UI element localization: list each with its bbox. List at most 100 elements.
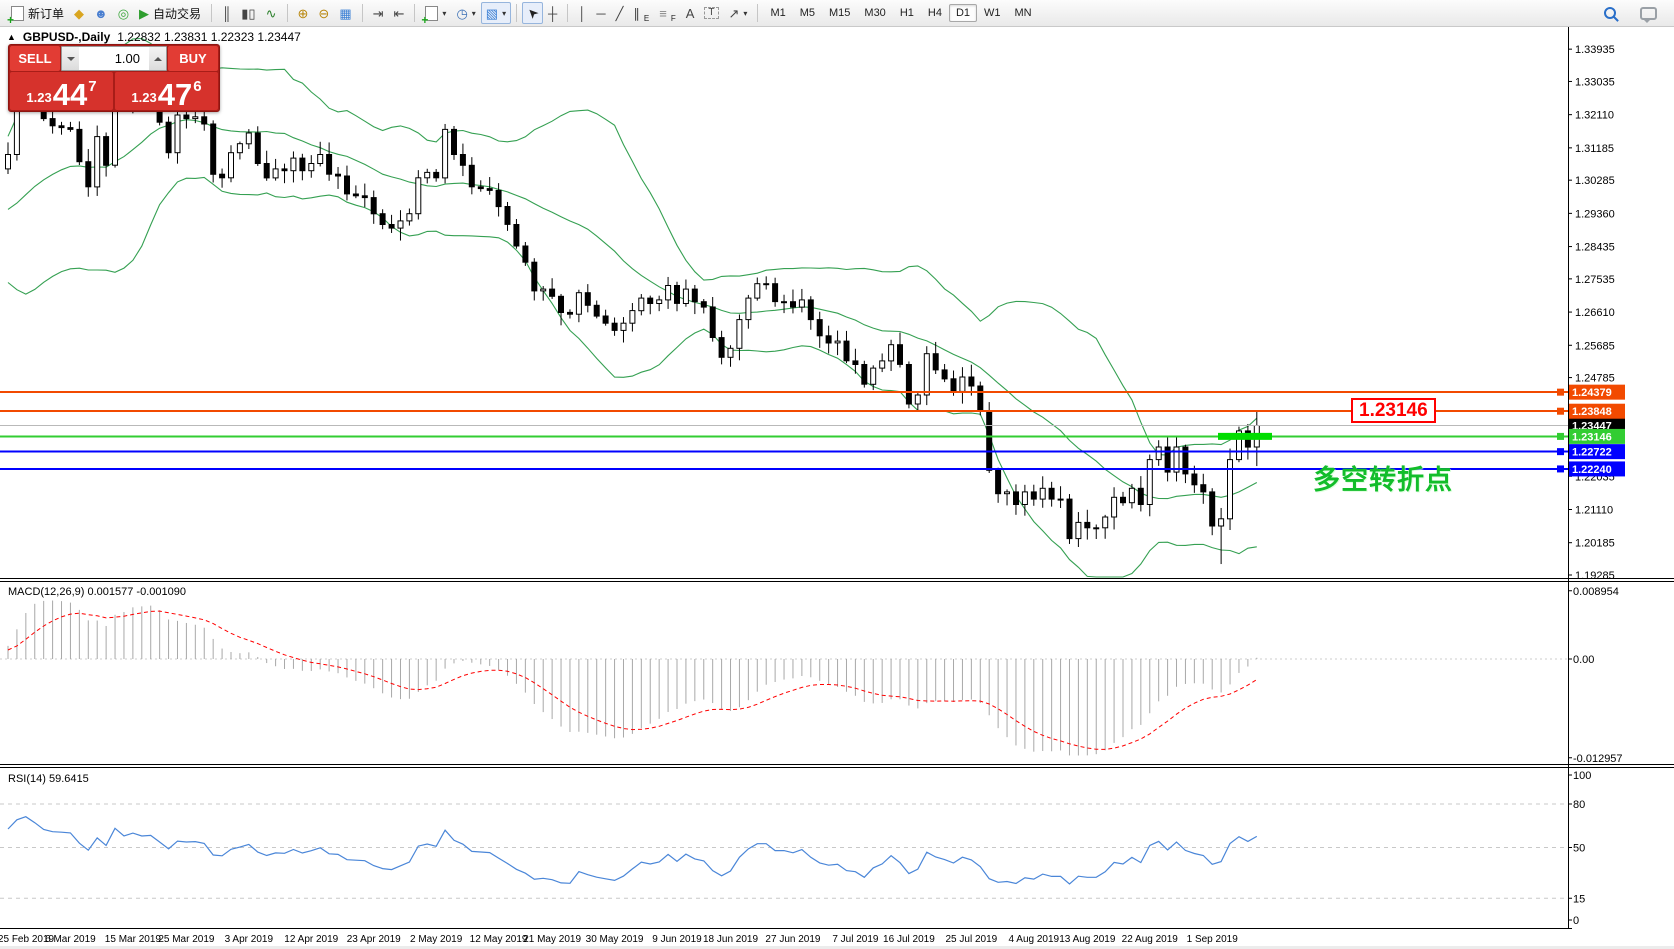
svg-text:23 Apr 2019: 23 Apr 2019 bbox=[347, 934, 401, 945]
arrows-dropdown[interactable]: ↗ ▾ bbox=[724, 2, 753, 24]
zoom-out-icon[interactable]: ⊖ bbox=[313, 2, 334, 24]
buy-price[interactable]: 1.23 47 6 bbox=[115, 72, 218, 110]
timeframe-h4-button[interactable]: H4 bbox=[927, 7, 942, 19]
timeframe-m1-button[interactable]: M1 bbox=[770, 7, 786, 19]
new-order-button[interactable]: 新订单 bbox=[6, 2, 69, 24]
buy-price-main: 47 bbox=[157, 76, 193, 112]
sell-price-prefix: 1.23 bbox=[26, 90, 52, 105]
auto-scroll-icon[interactable]: ⇥ bbox=[368, 2, 389, 24]
volume-increase-button[interactable] bbox=[149, 47, 166, 70]
metaeditor-icon[interactable]: ◆ bbox=[69, 2, 89, 24]
chart-shift-icon[interactable]: ⇤ bbox=[389, 2, 410, 24]
svg-text:12 May 2019: 12 May 2019 bbox=[470, 934, 528, 945]
collapse-panel-toggle-icon[interactable]: ▲ bbox=[7, 32, 16, 42]
signals-icon[interactable]: ◎ bbox=[113, 2, 134, 24]
tile-windows-icon-glyph: ▦ bbox=[339, 5, 352, 21]
fibonacci-icon-glyph: ≡ bbox=[659, 5, 667, 21]
signals-icon-glyph: ◎ bbox=[117, 5, 130, 21]
svg-text:1.25685: 1.25685 bbox=[1575, 340, 1615, 352]
period-dropdown-glyph: ◷ bbox=[456, 5, 468, 21]
svg-text:2 May 2019: 2 May 2019 bbox=[410, 934, 463, 945]
svg-text:1.21110: 1.21110 bbox=[1575, 504, 1613, 516]
line-chart-icon[interactable]: ∿ bbox=[261, 2, 282, 24]
autotrading-button[interactable]: ▶ 自动交易 bbox=[134, 2, 206, 24]
zoom-in-icon[interactable]: ⊕ bbox=[293, 2, 314, 24]
chat-icon[interactable] bbox=[1635, 2, 1662, 24]
search-icon[interactable] bbox=[1599, 2, 1621, 24]
trendline-icon[interactable]: ╱ bbox=[611, 2, 629, 24]
autotrading-button-glyph: ▶ bbox=[139, 5, 150, 21]
svg-text:25 Jul 2019: 25 Jul 2019 bbox=[946, 934, 998, 945]
svg-text:18 Jun 2019: 18 Jun 2019 bbox=[703, 934, 758, 945]
svg-text:0.008954: 0.008954 bbox=[1573, 586, 1619, 598]
timeframe-m15-button[interactable]: M15 bbox=[829, 7, 851, 19]
new-chart-dropdown[interactable]: ▾ bbox=[420, 2, 451, 24]
crosshair-icon[interactable]: ┼ bbox=[543, 2, 562, 24]
timeframe-mn-button[interactable]: MN bbox=[1014, 7, 1032, 19]
svg-text:1.24785: 1.24785 bbox=[1575, 373, 1615, 385]
cursor-icon-glyph: ➤ bbox=[523, 3, 542, 23]
turning-point-label[interactable]: 多空转折点 bbox=[1313, 465, 1453, 495]
buy-price-prefix: 1.23 bbox=[131, 90, 157, 105]
svg-text:0.00: 0.00 bbox=[1573, 654, 1594, 666]
bar-chart-icon-glyph: ║ bbox=[222, 5, 232, 21]
community-icon-glyph: ☻ bbox=[94, 5, 108, 21]
bar-chart-icon[interactable]: ║ bbox=[217, 2, 236, 24]
tile-windows-icon[interactable]: ▦ bbox=[334, 2, 356, 24]
main-toolbar: 新订单◆☻◎▶自动交易║▮▯∿⊕⊖▦⇥⇤▾◷▾▧▾➤┼│─╱∥E≡FAT↗▾M1… bbox=[0, 0, 1674, 27]
timeframe-m30-button[interactable]: M30 bbox=[864, 7, 886, 19]
horizontal-line-icon[interactable]: ─ bbox=[591, 2, 610, 24]
dropdown-caret-icon: ▾ bbox=[743, 8, 748, 18]
text-icon[interactable]: A bbox=[681, 2, 700, 24]
svg-text:50: 50 bbox=[1573, 843, 1585, 855]
community-icon[interactable]: ☻ bbox=[89, 2, 113, 24]
template-dropdown[interactable]: ▧ ▾ bbox=[480, 2, 512, 24]
chart-title: ▲ GBPUSD-,Daily 1.22832 1.23831 1.22323 … bbox=[7, 30, 301, 44]
svg-text:1.19285: 1.19285 bbox=[1575, 570, 1615, 582]
svg-text:1.29360: 1.29360 bbox=[1575, 208, 1615, 220]
volume-decrease-button[interactable] bbox=[62, 47, 79, 70]
timeframe-d1-button[interactable]: D1 bbox=[948, 4, 977, 22]
buy-button[interactable]: BUY bbox=[168, 46, 218, 71]
svg-text:MACD(12,26,9) 0.001577 -0.0010: MACD(12,26,9) 0.001577 -0.001090 bbox=[8, 586, 186, 598]
svg-text:9 Jun 2019: 9 Jun 2019 bbox=[652, 934, 702, 945]
toolbar-separator bbox=[361, 4, 363, 22]
vertical-line-icon[interactable]: │ bbox=[573, 2, 591, 24]
price-annotation-box[interactable]: 1.23146 bbox=[1351, 398, 1436, 423]
svg-text:25 Feb 2019: 25 Feb 2019 bbox=[0, 934, 55, 945]
sell-button[interactable]: SELL bbox=[10, 46, 60, 71]
new-order-button-label: 新订单 bbox=[28, 6, 65, 21]
horizontal-line-icon-glyph: ─ bbox=[596, 5, 606, 21]
svg-text:1.30285: 1.30285 bbox=[1575, 175, 1615, 187]
zoom-in-icon-glyph: ⊕ bbox=[297, 5, 309, 21]
new-order-button-glyph bbox=[7, 5, 24, 24]
auto-scroll-icon-glyph: ⇥ bbox=[372, 5, 384, 21]
timeframe-w1-button[interactable]: W1 bbox=[984, 7, 1001, 19]
template-dropdown-glyph: ▧ bbox=[485, 5, 499, 21]
toolbar-separator bbox=[516, 4, 518, 22]
sell-price-pip: 7 bbox=[88, 78, 97, 95]
timeframe-m5-button[interactable]: M5 bbox=[799, 7, 815, 19]
volume-input[interactable] bbox=[79, 47, 149, 70]
text-label-icon[interactable]: T bbox=[699, 2, 723, 24]
cursor-icon[interactable]: ➤ bbox=[522, 2, 544, 24]
svg-text:1.22240: 1.22240 bbox=[1572, 464, 1612, 476]
fibonacci-icon-sub-glyph: F bbox=[670, 14, 676, 23]
svg-text:21 May 2019: 21 May 2019 bbox=[523, 934, 581, 945]
svg-text:12 Apr 2019: 12 Apr 2019 bbox=[284, 934, 338, 945]
text-icon-glyph: A bbox=[685, 5, 695, 21]
ohlc-values: 1.22832 1.23831 1.22323 1.23447 bbox=[117, 30, 301, 44]
candlestick-chart-icon[interactable]: ▮▯ bbox=[236, 2, 260, 24]
vertical-line-icon-glyph: │ bbox=[578, 5, 587, 21]
period-dropdown[interactable]: ◷ ▾ bbox=[451, 2, 480, 24]
svg-text:16 Jul 2019: 16 Jul 2019 bbox=[883, 934, 935, 945]
timeframe-h1-button[interactable]: H1 bbox=[899, 7, 914, 19]
metaeditor-icon-glyph: ◆ bbox=[74, 5, 85, 21]
line-chart-icon-glyph: ∿ bbox=[265, 5, 277, 21]
fibonacci-icon[interactable]: ≡ F bbox=[654, 2, 680, 24]
equidistant-channel-icon[interactable]: ∥ E bbox=[628, 2, 654, 24]
new-chart-dropdown-glyph bbox=[421, 5, 439, 24]
sell-price[interactable]: 1.23 44 7 bbox=[10, 72, 113, 110]
